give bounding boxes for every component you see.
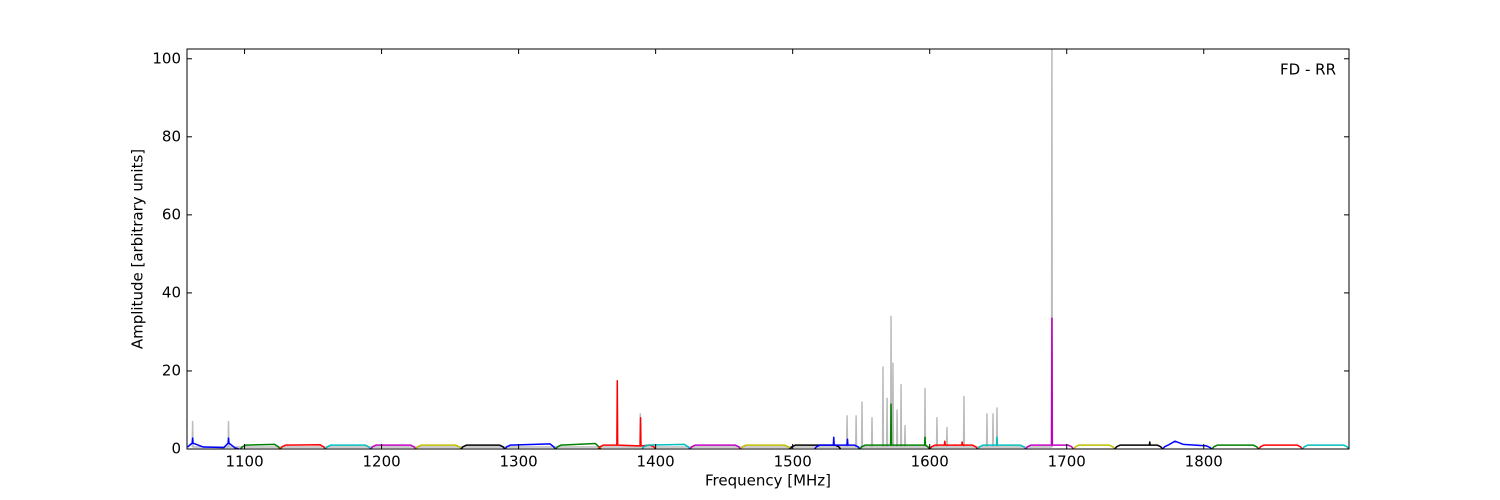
spectrum-line [1025,317,1075,449]
spectrum-line [1073,444,1116,449]
spectrum-line [1114,441,1164,449]
spectrum-line [324,444,372,449]
y-tick-label: 0 [171,440,181,458]
spectrum-line [689,444,742,449]
spectrum-line [597,379,657,449]
y-tick-label: 60 [162,205,181,223]
spectrum-line [641,443,691,449]
y-tick-label: 80 [162,127,181,145]
spectrum-line [859,403,931,449]
x-axis-label: Frequency [MHz] [705,472,831,490]
spectrum-line [929,440,979,449]
spectrum-line [415,444,462,449]
spectrum-line [370,444,417,449]
x-tick-label: 1100 [225,453,263,471]
x-tick-label: 1600 [911,453,949,471]
y-tick-label: 40 [162,283,181,301]
x-tick-label: 1200 [362,453,400,471]
spectrum-line [789,444,842,449]
spectrum-line [1162,440,1213,449]
spectrum-line [814,436,861,449]
spectrum-line [187,437,240,449]
spectrum-line [279,443,326,449]
annotation: FD - RR [1280,61,1336,79]
x-tick-label: 1800 [1185,453,1223,471]
axes-frame [186,48,1350,450]
spectrum-line [740,444,791,449]
x-tick-label: 1700 [1048,453,1086,471]
spectrum-line [504,443,557,449]
spectrum-line [1301,444,1349,449]
x-tick-label: 1500 [774,453,812,471]
y-axis-label: Amplitude [arbitrary units] [129,149,147,349]
spectrum-line [239,443,281,449]
spectrum-line [555,442,602,449]
spectrum-line [191,49,1054,448]
y-tick-label: 20 [162,361,181,379]
plot-area [187,49,1349,449]
spectrum-line [460,444,506,449]
spectrum-line [1257,444,1303,449]
spectrum-line [977,436,1027,449]
spectrum-line [1211,444,1260,449]
x-tick-label: 1300 [500,453,538,471]
y-tick-label: 100 [152,49,181,67]
x-tick-label: 1400 [637,453,675,471]
